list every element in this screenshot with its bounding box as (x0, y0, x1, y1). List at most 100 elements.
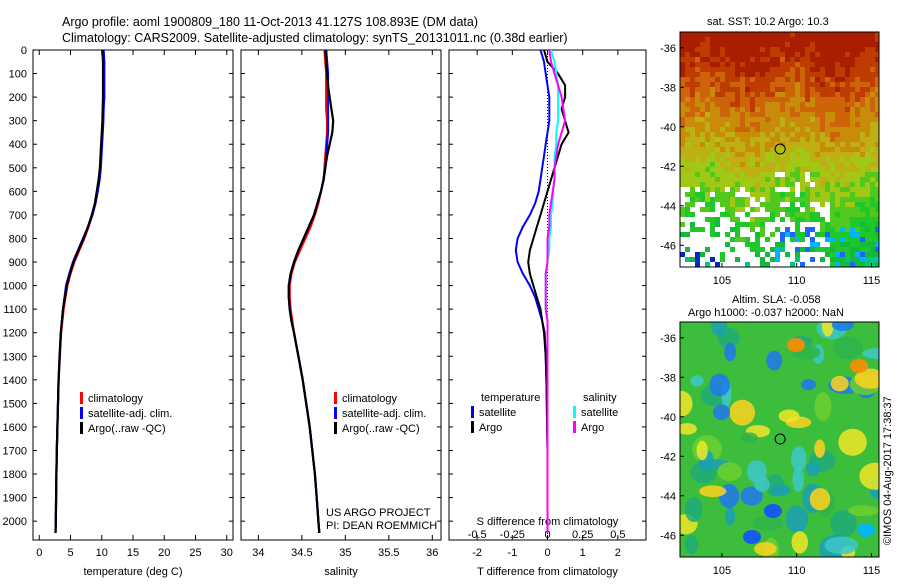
sst-pixel (835, 232, 840, 237)
sst-pixel (775, 82, 780, 87)
sst-pixel (760, 187, 765, 192)
sst-pixel (715, 192, 720, 197)
sst-pixel (800, 162, 805, 167)
sst-pixel (680, 62, 685, 67)
sst-pixel (805, 237, 810, 242)
sst-pixel (720, 97, 725, 102)
sst-pixel (800, 72, 805, 77)
sst-pixel (705, 202, 710, 207)
sst-pixel (790, 42, 795, 47)
sst-pixel (850, 207, 855, 212)
sst-pixel (790, 207, 795, 212)
sst-pixel (725, 122, 730, 127)
sst-pixel (740, 152, 745, 157)
sst-pixel (855, 152, 860, 157)
sst-pixel (770, 237, 775, 242)
sst-pixel (680, 42, 685, 47)
sst-pixel (730, 262, 735, 267)
sst-pixel (745, 52, 750, 57)
sst-pixel (860, 257, 865, 262)
sst-pixel (835, 102, 840, 107)
sst-pixel (815, 162, 820, 167)
legend-swatch (573, 421, 576, 433)
sst-pixel (810, 217, 815, 222)
sst-pixel (790, 132, 795, 137)
sst-pixel (835, 137, 840, 142)
sst-pixel (855, 187, 860, 192)
sst-pixel (825, 232, 830, 237)
sst-pixel (805, 172, 810, 177)
sst-pixel (685, 187, 690, 192)
sst-pixel (690, 52, 695, 57)
sst-pixel (730, 147, 735, 152)
sst-pixel (835, 42, 840, 47)
sst-pixel (685, 207, 690, 212)
sst-pixel (865, 102, 870, 107)
sst-pixel (785, 252, 790, 257)
sst-pixel (680, 162, 685, 167)
sst-pixel (750, 107, 755, 112)
sst-pixel (865, 247, 870, 252)
sst-pixel (775, 42, 780, 47)
sst-pixel (790, 52, 795, 57)
series-line-temperature-satellite (514, 49, 551, 533)
sst-pixel (835, 152, 840, 157)
sst-pixel (830, 252, 835, 257)
sst-pixel (810, 82, 815, 87)
sst-pixel (745, 32, 750, 37)
sst-pixel (720, 207, 725, 212)
sst-pixel (735, 162, 740, 167)
sst-pixel (840, 107, 845, 112)
sst-pixel (865, 97, 870, 102)
sst-pixel (830, 232, 835, 237)
sst-pixel (760, 157, 765, 162)
sst-pixel (705, 197, 710, 202)
sst-pixel (695, 52, 700, 57)
sst-pixel (805, 197, 810, 202)
sla-feature (684, 496, 703, 523)
sst-pixel (810, 62, 815, 67)
sst-pixel (795, 47, 800, 52)
sst-pixel (875, 37, 879, 42)
y-tick-label: 200 (9, 92, 27, 104)
sst-pixel (795, 172, 800, 177)
sst-pixel (825, 72, 830, 77)
sst-pixel (690, 62, 695, 67)
sst-pixel (705, 207, 710, 212)
y-tick-label: 1300 (3, 351, 27, 363)
sst-pixel (765, 62, 770, 67)
sst-pixel (750, 202, 755, 207)
sst-pixel (760, 32, 765, 37)
sst-pixel (810, 52, 815, 57)
sst-pixel (770, 147, 775, 152)
sst-pixel (725, 257, 730, 262)
sst-pixel (835, 87, 840, 92)
sst-pixel (705, 227, 710, 232)
sst-pixel (825, 197, 830, 202)
sst-pixel (705, 182, 710, 187)
sst-pixel (780, 92, 785, 97)
sst-pixel (785, 117, 790, 122)
sst-pixel (865, 142, 870, 147)
sst-pixel (875, 132, 879, 137)
sst-pixel (850, 97, 855, 102)
sla-feature (699, 485, 727, 498)
sst-pixel (865, 182, 870, 187)
sst-pixel (720, 87, 725, 92)
sst-pixel (845, 182, 850, 187)
sst-pixel (685, 127, 690, 132)
sst-pixel (870, 227, 875, 232)
sla-feature (831, 322, 854, 331)
sst-pixel (730, 72, 735, 77)
sst-pixel (705, 42, 710, 47)
sst-pixel (780, 187, 785, 192)
sst-pixel (790, 182, 795, 187)
sst-pixel (830, 127, 835, 132)
sst-pixel (700, 32, 705, 37)
sst-pixel (720, 42, 725, 47)
sst-pixel (735, 192, 740, 197)
sst-pixel (845, 47, 850, 52)
sst-pixel (805, 137, 810, 142)
sst-pixel (855, 57, 860, 62)
sst-pixel (700, 112, 705, 117)
